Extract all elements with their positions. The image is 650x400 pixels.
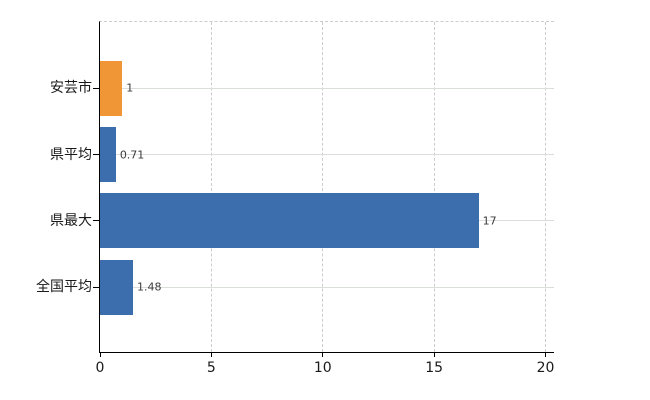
x-axis-tick (545, 352, 546, 357)
y-category-label: 全国平均 (36, 279, 92, 296)
x-gridline (322, 22, 324, 352)
y-category-label: 県平均 (50, 146, 92, 163)
row-gridline (100, 87, 554, 89)
x-tick-label: 5 (206, 360, 216, 376)
y-axis-tick (93, 220, 99, 222)
row-gridline (100, 286, 554, 288)
x-axis-tick (210, 352, 212, 357)
x-gridline (210, 22, 212, 352)
y-axis-tick (93, 154, 99, 156)
x-tick-label: 10 (313, 360, 332, 376)
y-axis-tick (93, 87, 99, 89)
bar-value-label: 1.48 (136, 280, 162, 294)
x-tick-label: 20 (536, 360, 555, 376)
bar (100, 127, 116, 183)
bar-value-label: 0.71 (119, 148, 145, 162)
x-gridline (433, 22, 435, 352)
bar (100, 193, 479, 249)
bar (100, 60, 123, 116)
x-tick-label: 15 (425, 360, 444, 376)
y-axis-tick (93, 286, 99, 288)
bar (100, 259, 133, 315)
y-category-label: 県最大 (50, 212, 92, 229)
x-tick-label: 0 (95, 360, 105, 376)
bar-value-label: 17 (482, 214, 497, 228)
row-gridline (100, 154, 554, 156)
x-axis-tick (99, 352, 101, 357)
y-category-label: 安芸市 (50, 80, 92, 97)
x-gridline (545, 22, 546, 352)
x-axis-tick (433, 352, 435, 357)
bar-value-label: 1 (126, 81, 134, 95)
x-axis-tick (322, 352, 324, 357)
plot-area: 0 5 10 15 20 安芸市 1 県平均 0.71 県最大 17 全国平均 1.48 (36, 21, 554, 376)
